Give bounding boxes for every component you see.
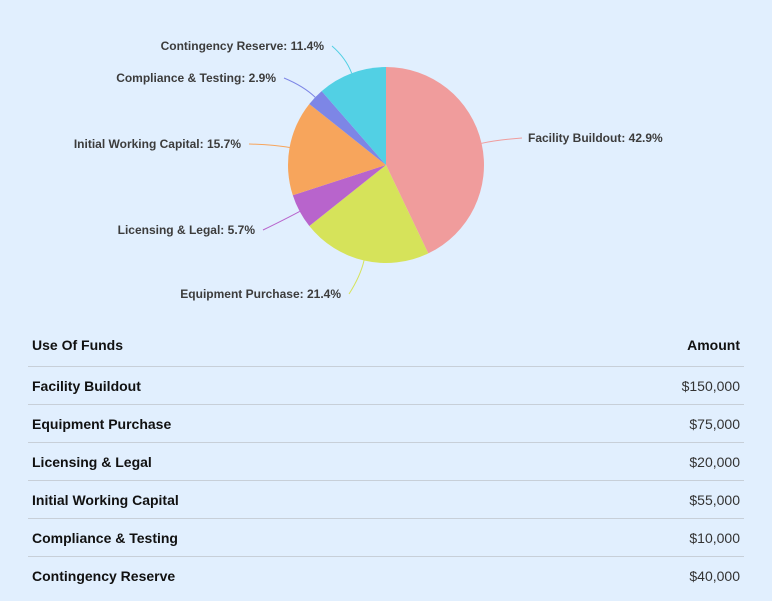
leader-line	[481, 137, 523, 144]
slice-label: Contingency Reserve: 11.4%	[161, 39, 325, 53]
row-amount: $40,000	[529, 556, 744, 594]
row-amount: $10,000	[529, 518, 744, 557]
row-amount: $20,000	[529, 442, 744, 481]
pie-slice-facility-buildout	[386, 67, 484, 254]
slice-label: Compliance & Testing: 2.9%	[116, 71, 276, 85]
table-row: Facility Buildout $150,000	[28, 366, 744, 405]
slice-label: Licensing & Legal: 5.7%	[118, 223, 256, 237]
row-name: Licensing & Legal	[28, 442, 530, 481]
slice-label: Equipment Purchase: 21.4%	[180, 287, 341, 301]
pie-chart: Facility Buildout: 42.9% Equipment Purcha…	[74, 39, 663, 301]
row-name: Equipment Purchase	[28, 404, 530, 443]
leader-line	[331, 45, 353, 74]
leader-line	[283, 77, 316, 98]
table-row: Contingency Reserve $40,000	[28, 556, 744, 594]
table-header-row: Use Of Funds Amount	[28, 323, 744, 367]
row-amount: $150,000	[529, 366, 744, 405]
row-name: Initial Working Capital	[28, 480, 530, 519]
use-of-funds-table: Use Of Funds Amount Facility Buildout $1…	[28, 323, 744, 594]
pie-slice-initial-working-capital	[288, 103, 386, 196]
header-use-of-funds: Use Of Funds	[32, 336, 124, 353]
leader-line	[248, 143, 290, 149]
leader-line	[262, 210, 300, 231]
table-row: Initial Working Capital $55,000	[28, 480, 744, 519]
row-amount: $55,000	[529, 480, 744, 519]
slice-label: Facility Buildout: 42.9%	[528, 131, 663, 145]
row-name: Facility Buildout	[28, 366, 530, 405]
row-name: Compliance & Testing	[28, 518, 530, 557]
pie-slice-compliance-testing	[309, 91, 386, 165]
pie-slice-equipment-purchase	[309, 165, 429, 263]
table-row: Equipment Purchase $75,000	[28, 404, 744, 443]
pie-slice-licensing-legal	[292, 165, 386, 227]
row-name: Contingency Reserve	[28, 556, 530, 594]
table-row: Compliance & Testing $10,000	[28, 518, 744, 557]
table-row: Licensing & Legal $20,000	[28, 442, 744, 481]
pie-slice-contingency-reserve	[321, 67, 386, 165]
header-amount: Amount	[687, 336, 740, 353]
row-amount: $75,000	[529, 404, 744, 443]
leader-line	[348, 260, 365, 295]
slice-label: Initial Working Capital: 15.7%	[74, 137, 241, 151]
